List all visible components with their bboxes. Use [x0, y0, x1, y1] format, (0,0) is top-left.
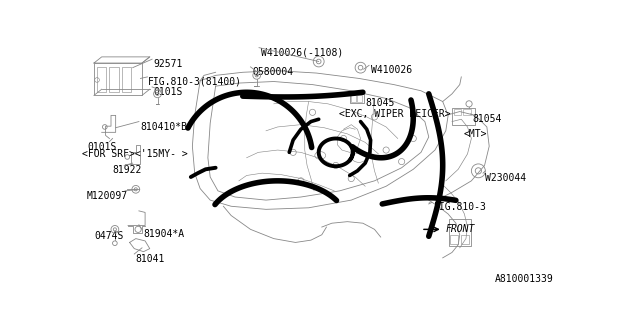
Text: 0101S: 0101S [88, 141, 117, 152]
Text: 0101S: 0101S [154, 87, 183, 97]
Text: FIG.810-3: FIG.810-3 [433, 203, 486, 212]
Bar [452, 108, 476, 124]
Text: W230044: W230044 [484, 173, 525, 183]
Bar [449, 219, 470, 246]
Bar [351, 95, 356, 101]
Text: FRONT: FRONT [446, 224, 475, 234]
Text: 92571: 92571 [154, 59, 183, 69]
Text: W410026: W410026 [371, 65, 412, 75]
Bar [122, 67, 131, 92]
Text: 81041: 81041 [136, 254, 165, 264]
Text: Q580004: Q580004 [252, 67, 293, 77]
Bar [461, 235, 469, 244]
Text: A810001339: A810001339 [495, 274, 554, 284]
Bar [349, 94, 364, 103]
Text: 81904*A: 81904*A [143, 229, 185, 239]
Text: 810410*B: 810410*B [140, 122, 188, 132]
Bar [94, 63, 142, 95]
Bar [454, 109, 461, 116]
Bar [109, 67, 119, 92]
Bar [358, 95, 362, 101]
Text: M120097: M120097 [86, 191, 127, 201]
Text: 0474S: 0474S [94, 231, 124, 241]
Bar [451, 235, 458, 244]
Text: <EXC, WIPER DEICER>: <EXC, WIPER DEICER> [339, 109, 451, 119]
Bar [463, 109, 470, 116]
Text: 81045: 81045 [365, 99, 395, 108]
Text: 81054: 81054 [472, 114, 502, 124]
Text: <FOR SRF><'15MY- >: <FOR SRF><'15MY- > [81, 149, 188, 159]
Text: 81922: 81922 [113, 165, 142, 175]
Text: FIG.810-3(81400): FIG.810-3(81400) [148, 77, 242, 87]
Text: <MT>: <MT> [463, 129, 487, 139]
Bar [97, 67, 106, 92]
Text: W410026(-1108): W410026(-1108) [260, 48, 343, 58]
